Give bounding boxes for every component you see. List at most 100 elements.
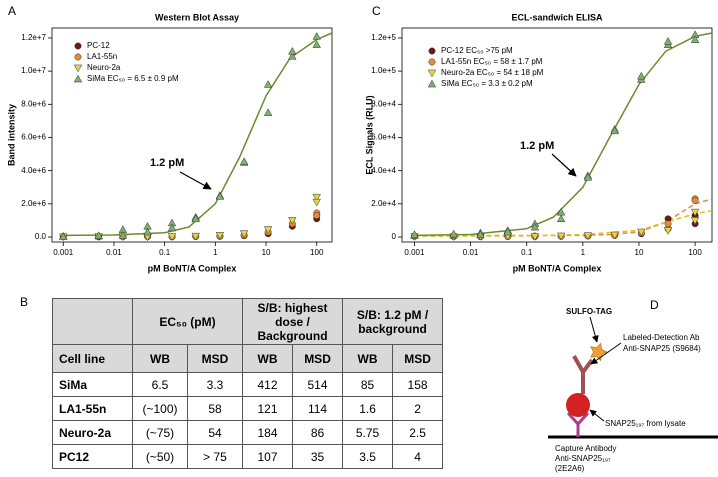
data-point [663, 227, 673, 235]
group-cell: EC₅₀ (pM) [131, 298, 244, 345]
y-tick-label: 8.0e+6 [21, 99, 46, 108]
group-cell: S/B: highest dose / Background [242, 298, 344, 345]
table-row: PC12 (~50) > 75 107 35 3.5 4 [52, 444, 444, 469]
chart-title: Western Blot Assay [155, 12, 239, 22]
table-cell: 412 [242, 372, 294, 397]
plot-frame [51, 27, 333, 243]
table-cell: 2 [392, 396, 444, 421]
arrow [589, 316, 599, 343]
column-cell: Cell line [52, 344, 133, 373]
data-point [476, 230, 485, 238]
column-cell: MSD [392, 344, 444, 373]
table-cell: LA1-55n [52, 396, 133, 421]
data-point [664, 220, 672, 228]
data-point [691, 197, 699, 204]
header-cell [52, 298, 133, 345]
arrow [589, 409, 605, 422]
panel-label: A [8, 4, 16, 18]
antigen [566, 393, 590, 417]
sulfo-tag [590, 342, 608, 362]
table-cell: 107 [242, 444, 294, 469]
detection-antibody [572, 355, 594, 394]
x-axis-label: pM BoNT/A Complex [513, 263, 602, 273]
data-point [312, 193, 321, 202]
table-cell: 5.75 [342, 420, 394, 445]
x-tick-label: 1 [213, 248, 218, 257]
table-cell: 85 [342, 372, 394, 397]
column-header: Cell line WB MSD WB MSD WB MSD [52, 344, 444, 373]
panel-label: D [650, 298, 659, 312]
table-cell: 54 [186, 420, 244, 445]
data-point [637, 228, 646, 237]
legend-marker [428, 47, 436, 55]
data-point [610, 126, 619, 135]
x-tick-label: 0.01 [106, 248, 122, 257]
table-row: SiMa 6.5 3.3 412 514 85 158 [52, 372, 444, 397]
data-point [503, 227, 513, 236]
capture-antibody [566, 411, 590, 437]
data-point [530, 222, 540, 231]
legend-marker [428, 58, 436, 66]
table-cell: (~100) [132, 396, 188, 421]
data-point [263, 226, 273, 234]
y-tick-label: 4.0e+4 [371, 166, 396, 175]
legend-label: SiMa EC₅₀ = 6.5 ± 0.9 pM [87, 74, 179, 83]
y-tick-label: 6.0e+6 [21, 133, 46, 142]
table-cell: (~75) [132, 420, 188, 445]
y-tick-label: 8.0e+4 [371, 99, 396, 108]
table-cell: Neuro-2a [52, 420, 133, 445]
x-tick-label: 10 [635, 248, 644, 257]
legend-marker [74, 53, 82, 61]
y-axis-label: ECL Signals (RLU) [364, 95, 374, 174]
table-cell: 514 [292, 372, 344, 397]
data-point [143, 227, 152, 236]
column-cell: WB [132, 344, 188, 373]
data-point [312, 40, 321, 48]
y-tick-label: 4.0e+6 [21, 166, 46, 175]
table-cell: 58 [186, 396, 244, 421]
data-point [690, 208, 700, 217]
detection-label: Anti-SNAP25 (S9684) [623, 344, 701, 353]
column-cell: MSD [186, 344, 244, 373]
column-cell: MSD [292, 344, 344, 373]
column-cell: WB [242, 344, 294, 373]
x-tick-label: 1 [581, 248, 586, 257]
table-cell: 114 [292, 396, 344, 421]
x-tick-label: 0.1 [521, 248, 533, 257]
annotation: 1.2 pM [150, 157, 184, 169]
table-cell: 4 [392, 444, 444, 469]
data-point [313, 212, 321, 219]
data-point [118, 231, 128, 239]
capture-label: (2E2A6) [555, 464, 585, 473]
table-cell: PC12 [52, 444, 133, 469]
legend-label: PC-12 EC₅₀ >75 pM [441, 46, 513, 55]
legend-label: Neuro-2a [87, 63, 121, 72]
legend-marker [74, 42, 82, 50]
legend-label: LA1-55n EC₅₀ = 58 ± 1.7 pM [441, 57, 543, 66]
data-point [410, 230, 419, 238]
data-point [288, 217, 297, 225]
column-cell: WB [342, 344, 394, 373]
data-point [583, 172, 593, 181]
data-point [312, 198, 321, 207]
data-point [690, 35, 700, 43]
legend-label: Neuro-2a EC₅₀ = 54 ± 18 pM [441, 68, 544, 77]
y-tick-label: 1.0e+7 [21, 66, 46, 75]
y-tick-label: 1.0e+5 [371, 66, 396, 75]
x-axis-label: pM BoNT/A Complex [148, 263, 237, 273]
legend-marker [427, 69, 437, 78]
data-point [610, 231, 619, 240]
data-point [167, 223, 177, 232]
table-row: Neuro-2a (~75) 54 184 86 5.75 2.5 [52, 420, 444, 445]
table-cell: 86 [292, 420, 344, 445]
data-point [312, 31, 321, 40]
capture-label: Capture Antibody [555, 444, 616, 453]
table-cell: 3.3 [186, 372, 244, 397]
x-tick-label: 0.001 [404, 248, 425, 257]
data-point [59, 232, 68, 240]
y-tick-label: 1.2e+5 [371, 33, 396, 42]
data-point [263, 108, 273, 116]
data-point [239, 230, 249, 239]
